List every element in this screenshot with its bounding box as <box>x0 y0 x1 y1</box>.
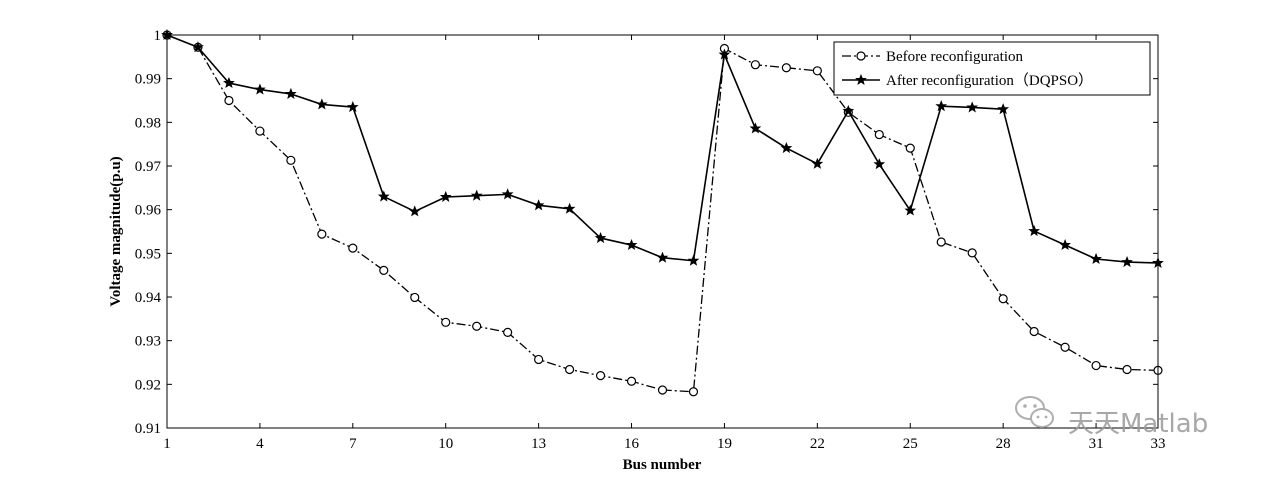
x-tick-label: 19 <box>717 436 732 452</box>
data-point-before <box>905 143 915 153</box>
y-tick-label: 0.99 <box>135 72 161 88</box>
data-point-before <box>534 354 544 365</box>
data-point-before <box>1091 360 1101 371</box>
x-tick-label: 31 <box>1089 436 1104 452</box>
data-point-before <box>812 66 822 76</box>
data-point-before <box>255 126 265 136</box>
y-tick-label: 0.96 <box>135 203 162 219</box>
wechat-icon <box>1015 396 1054 428</box>
y-tick-label: 0.93 <box>135 334 161 350</box>
x-tick-label: 10 <box>438 436 453 452</box>
y-tick-label: 0.92 <box>135 377 161 393</box>
y-axis-title: Voltage magnitude(p.u) <box>108 156 124 306</box>
data-point-before <box>564 364 575 375</box>
data-point-before <box>936 237 946 247</box>
y-tick-label: 1 <box>154 28 162 44</box>
y-tick-label: 0.95 <box>135 246 161 262</box>
x-tick-label: 22 <box>810 436 825 452</box>
data-point-before <box>379 265 389 275</box>
series-layer <box>161 29 1164 397</box>
data-point-before <box>750 60 761 70</box>
data-point-before <box>1060 342 1070 352</box>
legend-label-before: Before reconfiguration <box>886 49 1024 65</box>
data-point-before <box>410 292 420 303</box>
watermark: 天天Matlab <box>1015 396 1208 439</box>
legend: Before reconfiguration After reconfigura… <box>833 41 1151 96</box>
data-point-before <box>441 317 451 327</box>
data-point-before <box>317 229 327 239</box>
data-point-before <box>688 387 699 397</box>
x-tick-label: 7 <box>349 436 357 452</box>
data-point-before <box>657 385 668 395</box>
legend-marker-before <box>856 51 866 61</box>
x-tick-label: 13 <box>531 436 546 452</box>
legend-box <box>833 41 1151 96</box>
x-tick-label: 16 <box>624 436 640 452</box>
x-tick-label: 1 <box>163 436 171 452</box>
data-point-before <box>781 63 791 73</box>
data-point-before <box>1029 326 1039 337</box>
data-point-before <box>1122 364 1132 375</box>
x-tick-label: 4 <box>256 436 264 452</box>
watermark-text: 天天Matlab <box>1068 409 1208 439</box>
y-tick-label: 0.94 <box>135 290 162 306</box>
data-point-before <box>224 95 234 106</box>
data-point-before <box>503 327 513 337</box>
data-point-before <box>595 371 606 381</box>
x-tick-label: 28 <box>996 436 1011 452</box>
data-point-before <box>998 294 1008 304</box>
data-point-before <box>472 321 482 331</box>
data-point-before <box>626 376 637 386</box>
data-point-before <box>348 243 358 253</box>
x-axis-title: Bus number <box>623 457 702 473</box>
plot-area <box>167 35 1158 428</box>
data-point-before <box>874 129 884 140</box>
plot-frame <box>166 34 1159 429</box>
x-tick-label: 25 <box>903 436 918 452</box>
legend-entry-before: Before reconfiguration <box>842 49 1024 65</box>
series-line-0 <box>166 34 1159 393</box>
y-tick-label: 0.91 <box>135 421 161 437</box>
y-tick-label: 0.97 <box>135 159 162 175</box>
legend-label-after: After reconfiguration（DQPSO） <box>886 72 1093 89</box>
data-point-before <box>286 155 296 165</box>
legend-entry-after: After reconfiguration（DQPSO） <box>842 72 1093 89</box>
x-tick-label: 33 <box>1151 436 1166 452</box>
data-point-before <box>967 248 977 258</box>
y-tick-label: 0.98 <box>135 115 161 131</box>
